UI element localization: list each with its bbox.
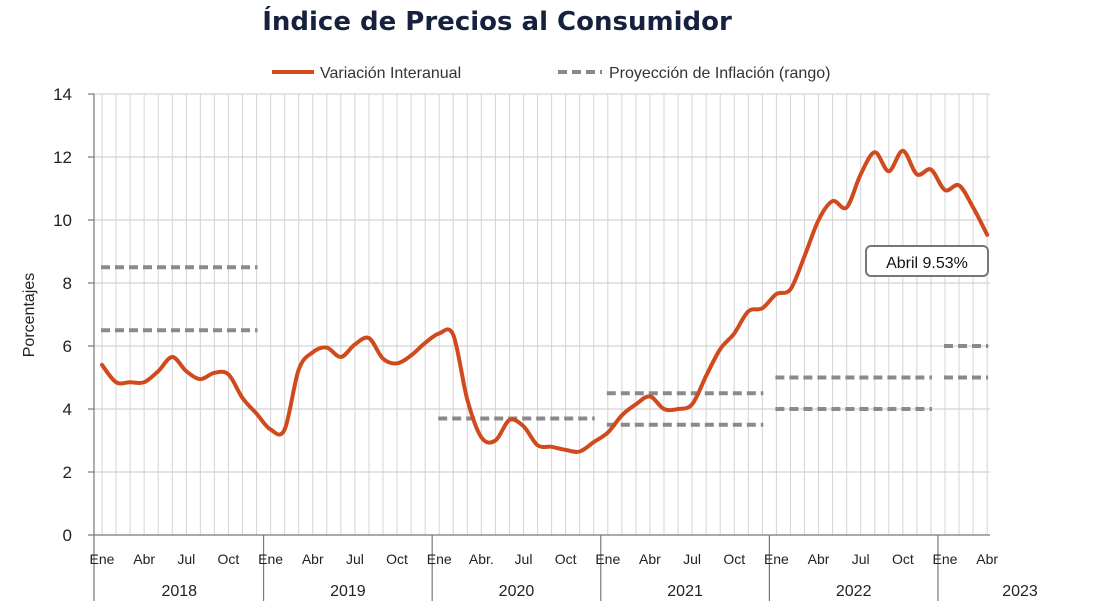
year-label: 2019 <box>330 583 366 600</box>
x-tick-label: Ene <box>764 551 789 567</box>
x-tick-label: Abr <box>639 551 661 567</box>
projection-lines <box>101 265 989 427</box>
y-axis-label: Porcentajes <box>21 273 38 358</box>
x-tick-label: Jul <box>346 551 364 567</box>
x-tick-label: Jul <box>683 551 701 567</box>
x-tick-label: Abr <box>133 551 155 567</box>
legend-label-variacion: Variación Interanual <box>320 65 461 82</box>
x-tick-label: Oct <box>218 551 240 567</box>
x-tick-label: Ene <box>258 551 283 567</box>
x-tick-label: Abr <box>302 551 324 567</box>
y-tick-label: 12 <box>53 148 72 167</box>
annotation-callout: Abril 9.53% <box>865 245 989 277</box>
y-tick-label: 2 <box>63 463 72 482</box>
y-tick-label: 4 <box>63 400 72 419</box>
series-line-variacion <box>100 148 990 454</box>
year-labels: 2018 2019 2020 2021 2022 2023 <box>161 583 1037 600</box>
y-tick-label: 14 <box>53 85 72 104</box>
x-tick-label: Ene <box>933 551 958 567</box>
year-label: 2023 <box>1002 583 1038 600</box>
y-tick-labels: 0 2 4 6 8 10 12 14 <box>53 85 72 545</box>
y-tick-label: 0 <box>63 526 72 545</box>
x-tick-label: Abr <box>808 551 830 567</box>
axes <box>88 93 990 601</box>
x-tick-label: Oct <box>723 551 745 567</box>
legend: Variación Interanual Proyección de Infla… <box>272 65 830 82</box>
x-tick-labels: Ene Abr Jul Oct Ene Abr Jul Oct Ene Abr. Jul Oct Ene… <box>90 551 999 567</box>
chart-title: Índice de Precios al Consumidor <box>262 5 732 37</box>
x-tick-label: Jul <box>515 551 533 567</box>
legend-label-proyeccion: Proyección de Inflación (rango) <box>609 65 830 82</box>
x-tick-label: Ene <box>90 551 115 567</box>
year-label: 2020 <box>499 583 535 600</box>
x-tick-label: Ene <box>427 551 452 567</box>
annotation-box <box>865 245 989 277</box>
year-label: 2022 <box>836 583 872 600</box>
y-tick-label: 10 <box>53 211 72 230</box>
annotation-text: Abril 9.53% <box>886 255 968 272</box>
grid-lines <box>94 93 990 536</box>
year-label: 2021 <box>667 583 703 600</box>
x-tick-label: Oct <box>386 551 408 567</box>
x-tick-label: Jul <box>852 551 870 567</box>
x-tick-label: Abr <box>976 551 998 567</box>
y-tick-label: 6 <box>63 337 72 356</box>
x-tick-label: Oct <box>892 551 914 567</box>
x-tick-label: Jul <box>177 551 195 567</box>
y-tick-label: 8 <box>63 274 72 293</box>
x-tick-label: Oct <box>555 551 577 567</box>
x-tick-label: Ene <box>595 551 620 567</box>
x-tick-label: Abr. <box>469 551 494 567</box>
year-label: 2018 <box>161 583 197 600</box>
